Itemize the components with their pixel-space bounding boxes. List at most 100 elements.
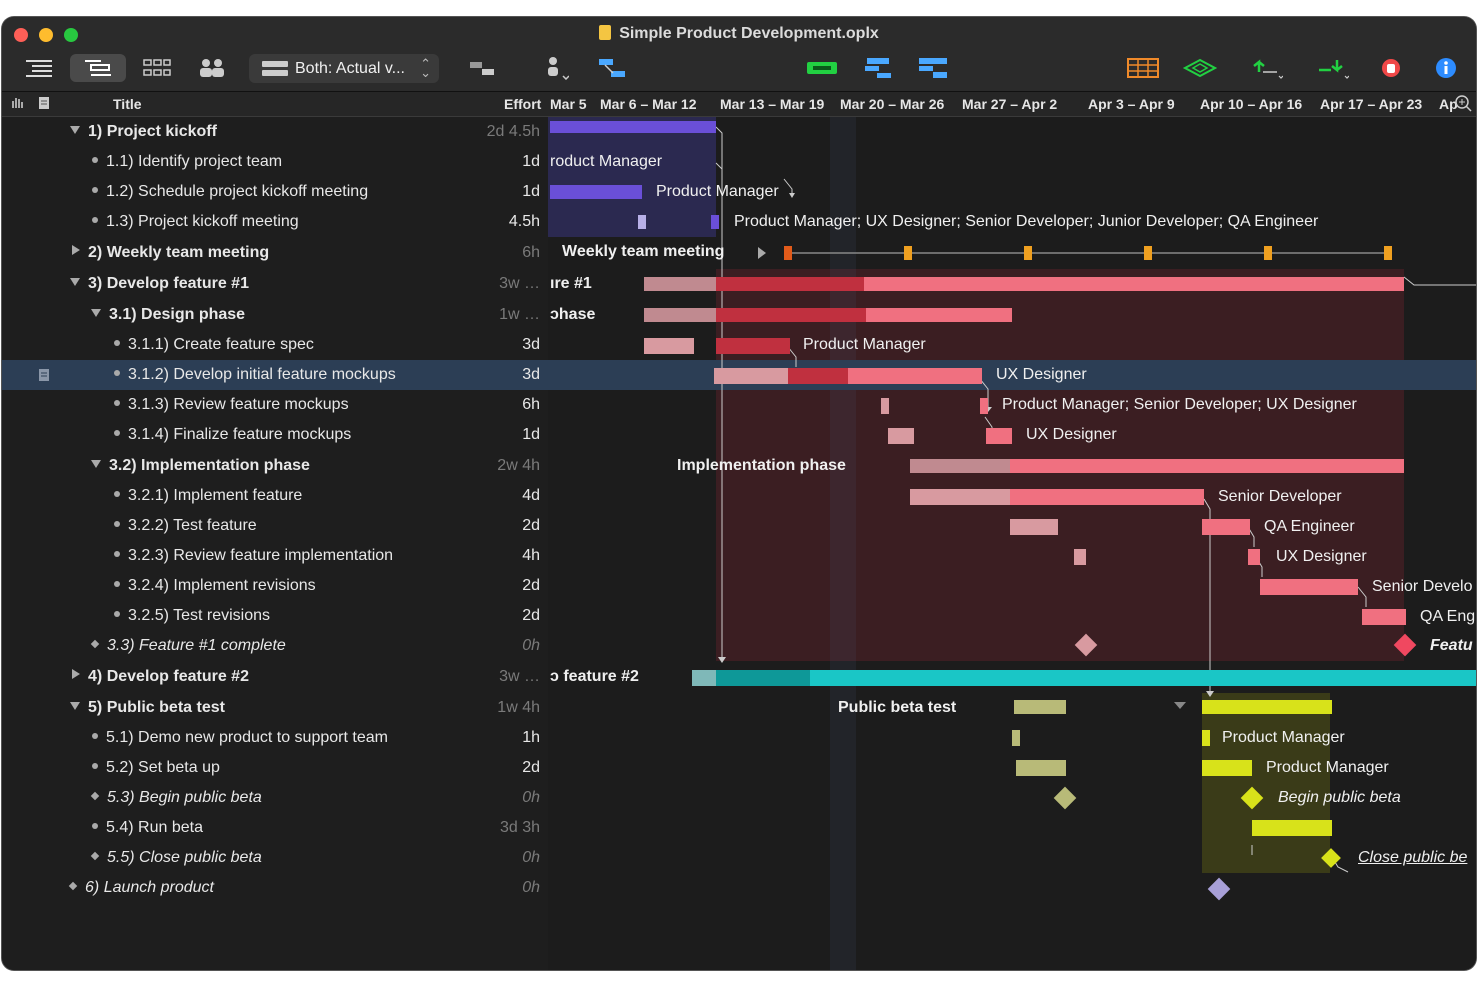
disclosure-expanded-icon[interactable] bbox=[91, 309, 101, 317]
task-view-button[interactable] bbox=[70, 54, 126, 82]
disclosure-expanded-icon[interactable] bbox=[91, 460, 101, 468]
table-view-button[interactable] bbox=[1124, 54, 1162, 82]
gantt-bar-setup[interactable] bbox=[1202, 760, 1252, 776]
outline-row[interactable]: 4) Develop feature #2 3w … bbox=[2, 662, 548, 692]
disclosure-collapsed-icon[interactable] bbox=[72, 669, 80, 679]
gantt-bar-feature2-baseline[interactable] bbox=[692, 670, 716, 686]
set-baseline-button[interactable] bbox=[802, 54, 842, 82]
gantt-bar-implementation[interactable] bbox=[1010, 459, 1404, 473]
gantt-bar-feature2-actual[interactable] bbox=[716, 670, 810, 686]
gantt-bar-test-feature-baseline[interactable] bbox=[1010, 519, 1058, 535]
outline-row-selected[interactable]: 3.1.2) Develop initial feature mockups 3d bbox=[2, 360, 548, 390]
gantt-bar-beta[interactable] bbox=[1202, 700, 1332, 714]
update-button[interactable] bbox=[1312, 54, 1352, 82]
title-column-header[interactable]: Title bbox=[113, 96, 142, 112]
gantt-bar-create-spec-baseline[interactable] bbox=[644, 338, 694, 354]
gantt-bar-kickoff-meeting[interactable] bbox=[711, 215, 719, 229]
outline-row[interactable]: 1) Project kickoff 2d 4.5h bbox=[2, 117, 548, 147]
outline-row[interactable]: 5) Public beta test 1w 4h bbox=[2, 693, 548, 723]
gantt-bar-run-beta[interactable] bbox=[1252, 820, 1332, 836]
gantt-bar-review-impl-baseline[interactable] bbox=[1074, 549, 1086, 565]
gantt-bar-create-spec[interactable] bbox=[716, 338, 790, 354]
gantt-bar-setup-baseline[interactable] bbox=[1016, 760, 1066, 776]
gantt-bar-implement-feature-baseline[interactable] bbox=[910, 489, 1010, 505]
outline-row[interactable]: 1.1) Identify project team 1d bbox=[2, 147, 548, 177]
gantt-bar-finalize-baseline[interactable] bbox=[888, 428, 914, 444]
connect-tasks-button[interactable] bbox=[466, 54, 500, 82]
zoom-icon[interactable] bbox=[1454, 94, 1472, 115]
resource-view-button[interactable] bbox=[196, 54, 228, 82]
network-view-button[interactable] bbox=[138, 54, 176, 82]
close-window-button[interactable] bbox=[14, 28, 28, 42]
disclosure-expanded-icon[interactable] bbox=[70, 702, 80, 710]
gantt-chart-pane[interactable]: roduct Manager Product Manager Product M… bbox=[548, 117, 1476, 970]
outline-row[interactable]: 3.1.1) Create feature spec 3d bbox=[2, 330, 548, 360]
gantt-bar-design[interactable] bbox=[866, 308, 1012, 322]
note-icon[interactable] bbox=[38, 368, 50, 387]
gantt-bar-design-actual[interactable] bbox=[716, 308, 866, 322]
sidebar-toggle-button[interactable] bbox=[22, 54, 56, 82]
outline-row[interactable]: 3.2.3) Review feature implementation 4h bbox=[2, 541, 548, 571]
gantt-bar-demo[interactable] bbox=[1202, 730, 1210, 746]
gantt-bar-demo-baseline[interactable] bbox=[1012, 730, 1020, 746]
gantt-bar-review-impl[interactable] bbox=[1248, 549, 1260, 565]
outline-row[interactable]: 3.1.4) Finalize feature mockups 1d bbox=[2, 420, 548, 450]
outline-row[interactable]: 2) Weekly team meeting 6h bbox=[2, 238, 548, 268]
outline-row[interactable]: 3.1.3) Review feature mockups 6h bbox=[2, 390, 548, 420]
outline-row[interactable]: 3.2.4) Implement revisions 2d bbox=[2, 571, 548, 601]
outline-row[interactable]: 5.3) Begin public beta 0h bbox=[2, 783, 548, 813]
gantt-bar-finalize[interactable] bbox=[986, 428, 1012, 444]
gantt-bar-feature1-actual[interactable] bbox=[716, 277, 864, 291]
row-number: 5) bbox=[88, 699, 103, 716]
gantt-bar-mockups[interactable] bbox=[848, 368, 982, 384]
gantt-bar-mockups-baseline[interactable] bbox=[714, 368, 790, 384]
chevron-down-icon[interactable] bbox=[1172, 700, 1188, 712]
row-number: 3.3) bbox=[107, 637, 135, 654]
catch-up-button[interactable] bbox=[1180, 54, 1220, 82]
outline-row[interactable]: 5.5) Close public beta 0h bbox=[2, 843, 548, 873]
minimize-window-button[interactable] bbox=[39, 28, 53, 42]
outline-row[interactable]: 3.3) Feature #1 complete 0h bbox=[2, 631, 548, 661]
gantt-bar-schedule-kickoff[interactable] bbox=[550, 185, 642, 199]
inspector-button[interactable] bbox=[1432, 54, 1460, 82]
publish-button[interactable] bbox=[1246, 54, 1286, 82]
gantt-bar-project-kickoff[interactable] bbox=[550, 121, 716, 133]
outline-row[interactable]: 3.2.5) Test revisions 2d bbox=[2, 601, 548, 631]
group-tasks-button[interactable] bbox=[914, 54, 952, 82]
split-task-button[interactable] bbox=[860, 54, 896, 82]
outline-row[interactable]: 3.1) Design phase 1w … bbox=[2, 300, 548, 330]
gantt-bar-feature1[interactable] bbox=[864, 277, 1404, 291]
gantt-bar-design-baseline[interactable] bbox=[644, 308, 716, 322]
gantt-bar-test-feature[interactable] bbox=[1202, 519, 1250, 535]
disclosure-collapsed-icon[interactable] bbox=[72, 245, 80, 255]
outline-row[interactable]: 3.2.2) Test feature 2d bbox=[2, 511, 548, 541]
gantt-bar-kickoff-meeting-baseline[interactable] bbox=[638, 215, 646, 229]
outline-row[interactable]: 1.2) Schedule project kickoff meeting 1d bbox=[2, 177, 548, 207]
gantt-bar-feature1-baseline[interactable] bbox=[644, 277, 716, 291]
gantt-bar-beta-baseline[interactable] bbox=[1014, 700, 1066, 714]
assign-resource-button[interactable] bbox=[532, 54, 574, 82]
outline-row[interactable]: 6) Launch product 0h bbox=[2, 873, 548, 903]
outline-row[interactable]: 5.1) Demo new product to support team 1h bbox=[2, 723, 548, 753]
gantt-bar-mockups-actual[interactable] bbox=[788, 368, 848, 384]
zoom-window-button[interactable] bbox=[64, 28, 78, 42]
outline-row[interactable]: 5.2) Set beta up 2d bbox=[2, 753, 548, 783]
gantt-bar-test-revisions[interactable] bbox=[1362, 609, 1406, 625]
gantt-bar-implement-revisions[interactable] bbox=[1260, 579, 1358, 595]
outline-row[interactable]: 1.3) Project kickoff meeting 4.5h bbox=[2, 207, 548, 237]
disclosure-expanded-icon[interactable] bbox=[70, 278, 80, 286]
gantt-bar-implement-feature[interactable] bbox=[1010, 489, 1204, 505]
view-mode-dropdown[interactable]: Both: Actual v... ⌃ ⌄ bbox=[249, 54, 439, 83]
gantt-bar-review-mockups[interactable] bbox=[980, 398, 988, 414]
gantt-bar-feature2[interactable] bbox=[810, 670, 1476, 686]
outline-row[interactable]: 3.2) Implementation phase 2w 4h bbox=[2, 451, 548, 481]
outline-row[interactable]: 3) Develop feature #1 3w … bbox=[2, 269, 548, 299]
outline-row[interactable]: 5.4) Run beta 3d 3h bbox=[2, 813, 548, 843]
level-resources-button[interactable] bbox=[594, 54, 630, 82]
gantt-bar-implementation-baseline[interactable] bbox=[910, 459, 1010, 473]
effort-column-header[interactable]: Effort bbox=[504, 96, 542, 112]
gantt-bar-review-mockups-baseline[interactable] bbox=[881, 398, 889, 414]
violations-button[interactable] bbox=[1376, 54, 1406, 82]
outline-row[interactable]: 3.2.1) Implement feature 4d bbox=[2, 481, 548, 511]
disclosure-expanded-icon[interactable] bbox=[70, 126, 80, 134]
